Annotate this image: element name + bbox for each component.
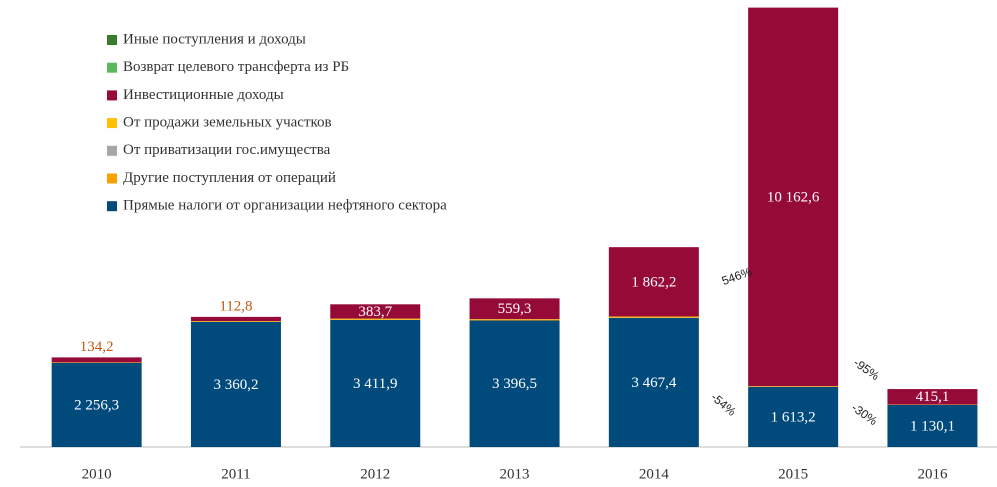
legend-swatch	[107, 90, 117, 101]
bar-segment	[51, 362, 142, 447]
bar-segment	[190, 321, 281, 447]
bar-segment	[748, 7, 839, 387]
bar-segment	[330, 318, 421, 320]
value-label: 1 862,2	[631, 274, 676, 290]
annotation: -30%	[849, 401, 880, 429]
value-label: 134,2	[80, 339, 114, 355]
bar-segment	[469, 320, 560, 447]
value-label: 3 360,2	[213, 377, 258, 393]
value-label: 383,7	[358, 304, 392, 320]
legend-label: От приватизации гос.имущества	[123, 142, 331, 158]
bar-segment	[608, 317, 699, 447]
x-tick-label: 2016	[917, 466, 948, 482]
bar-segment	[608, 247, 699, 317]
legend-swatch	[107, 173, 117, 184]
bar-segment	[608, 316, 699, 318]
bar-segment	[330, 319, 421, 447]
annotation: -95%	[851, 356, 882, 384]
x-tick-label: 2015	[778, 466, 808, 482]
legend-swatch	[107, 145, 117, 156]
value-label: 3 467,4	[631, 375, 677, 391]
bar-segment	[190, 316, 281, 322]
legend-swatch	[107, 201, 117, 212]
bar-segment	[608, 317, 699, 318]
value-label: 3 396,5	[492, 376, 537, 392]
value-label: 3 411,9	[353, 376, 397, 392]
legend-swatch	[107, 35, 117, 45]
value-label: 1 130,1	[910, 418, 955, 434]
legend-label: Иные поступления и доходы	[123, 31, 306, 47]
value-label: 1 613,2	[771, 409, 816, 425]
bar-segment	[887, 404, 978, 447]
x-tick-label: 2013	[500, 466, 530, 482]
bar-segment	[887, 389, 978, 405]
legend-label: Инвестиционные доходы	[123, 87, 284, 103]
legend-label: Возврат целевого трансферта из РБ	[123, 59, 349, 75]
x-tick-label: 2012	[360, 466, 390, 482]
legend-swatch	[107, 62, 117, 73]
bar-segment	[469, 298, 560, 320]
x-tick-label: 2014	[639, 466, 670, 482]
legend-swatch	[107, 118, 117, 129]
value-label: 559,3	[498, 301, 532, 317]
bar-segment	[51, 357, 142, 363]
bar-segment	[330, 304, 421, 319]
legend-label: От продажи земельных участков	[123, 115, 332, 131]
value-label: 2 256,3	[74, 397, 119, 413]
annotation: -54%	[708, 390, 739, 419]
bar-segment	[330, 319, 421, 320]
value-label: 10 162,6	[767, 189, 820, 205]
legend-label: Другие поступления от операций	[123, 170, 336, 186]
x-tick-label: 2010	[82, 466, 112, 482]
bar-segment	[748, 386, 839, 447]
bar-segment	[469, 319, 560, 320]
legend-label: Прямые налоги от организации нефтяного с…	[123, 198, 447, 214]
x-tick-label: 2011	[221, 466, 250, 482]
value-label: 415,1	[916, 389, 950, 405]
value-label: 112,8	[219, 298, 252, 314]
bar-segment	[469, 319, 560, 321]
